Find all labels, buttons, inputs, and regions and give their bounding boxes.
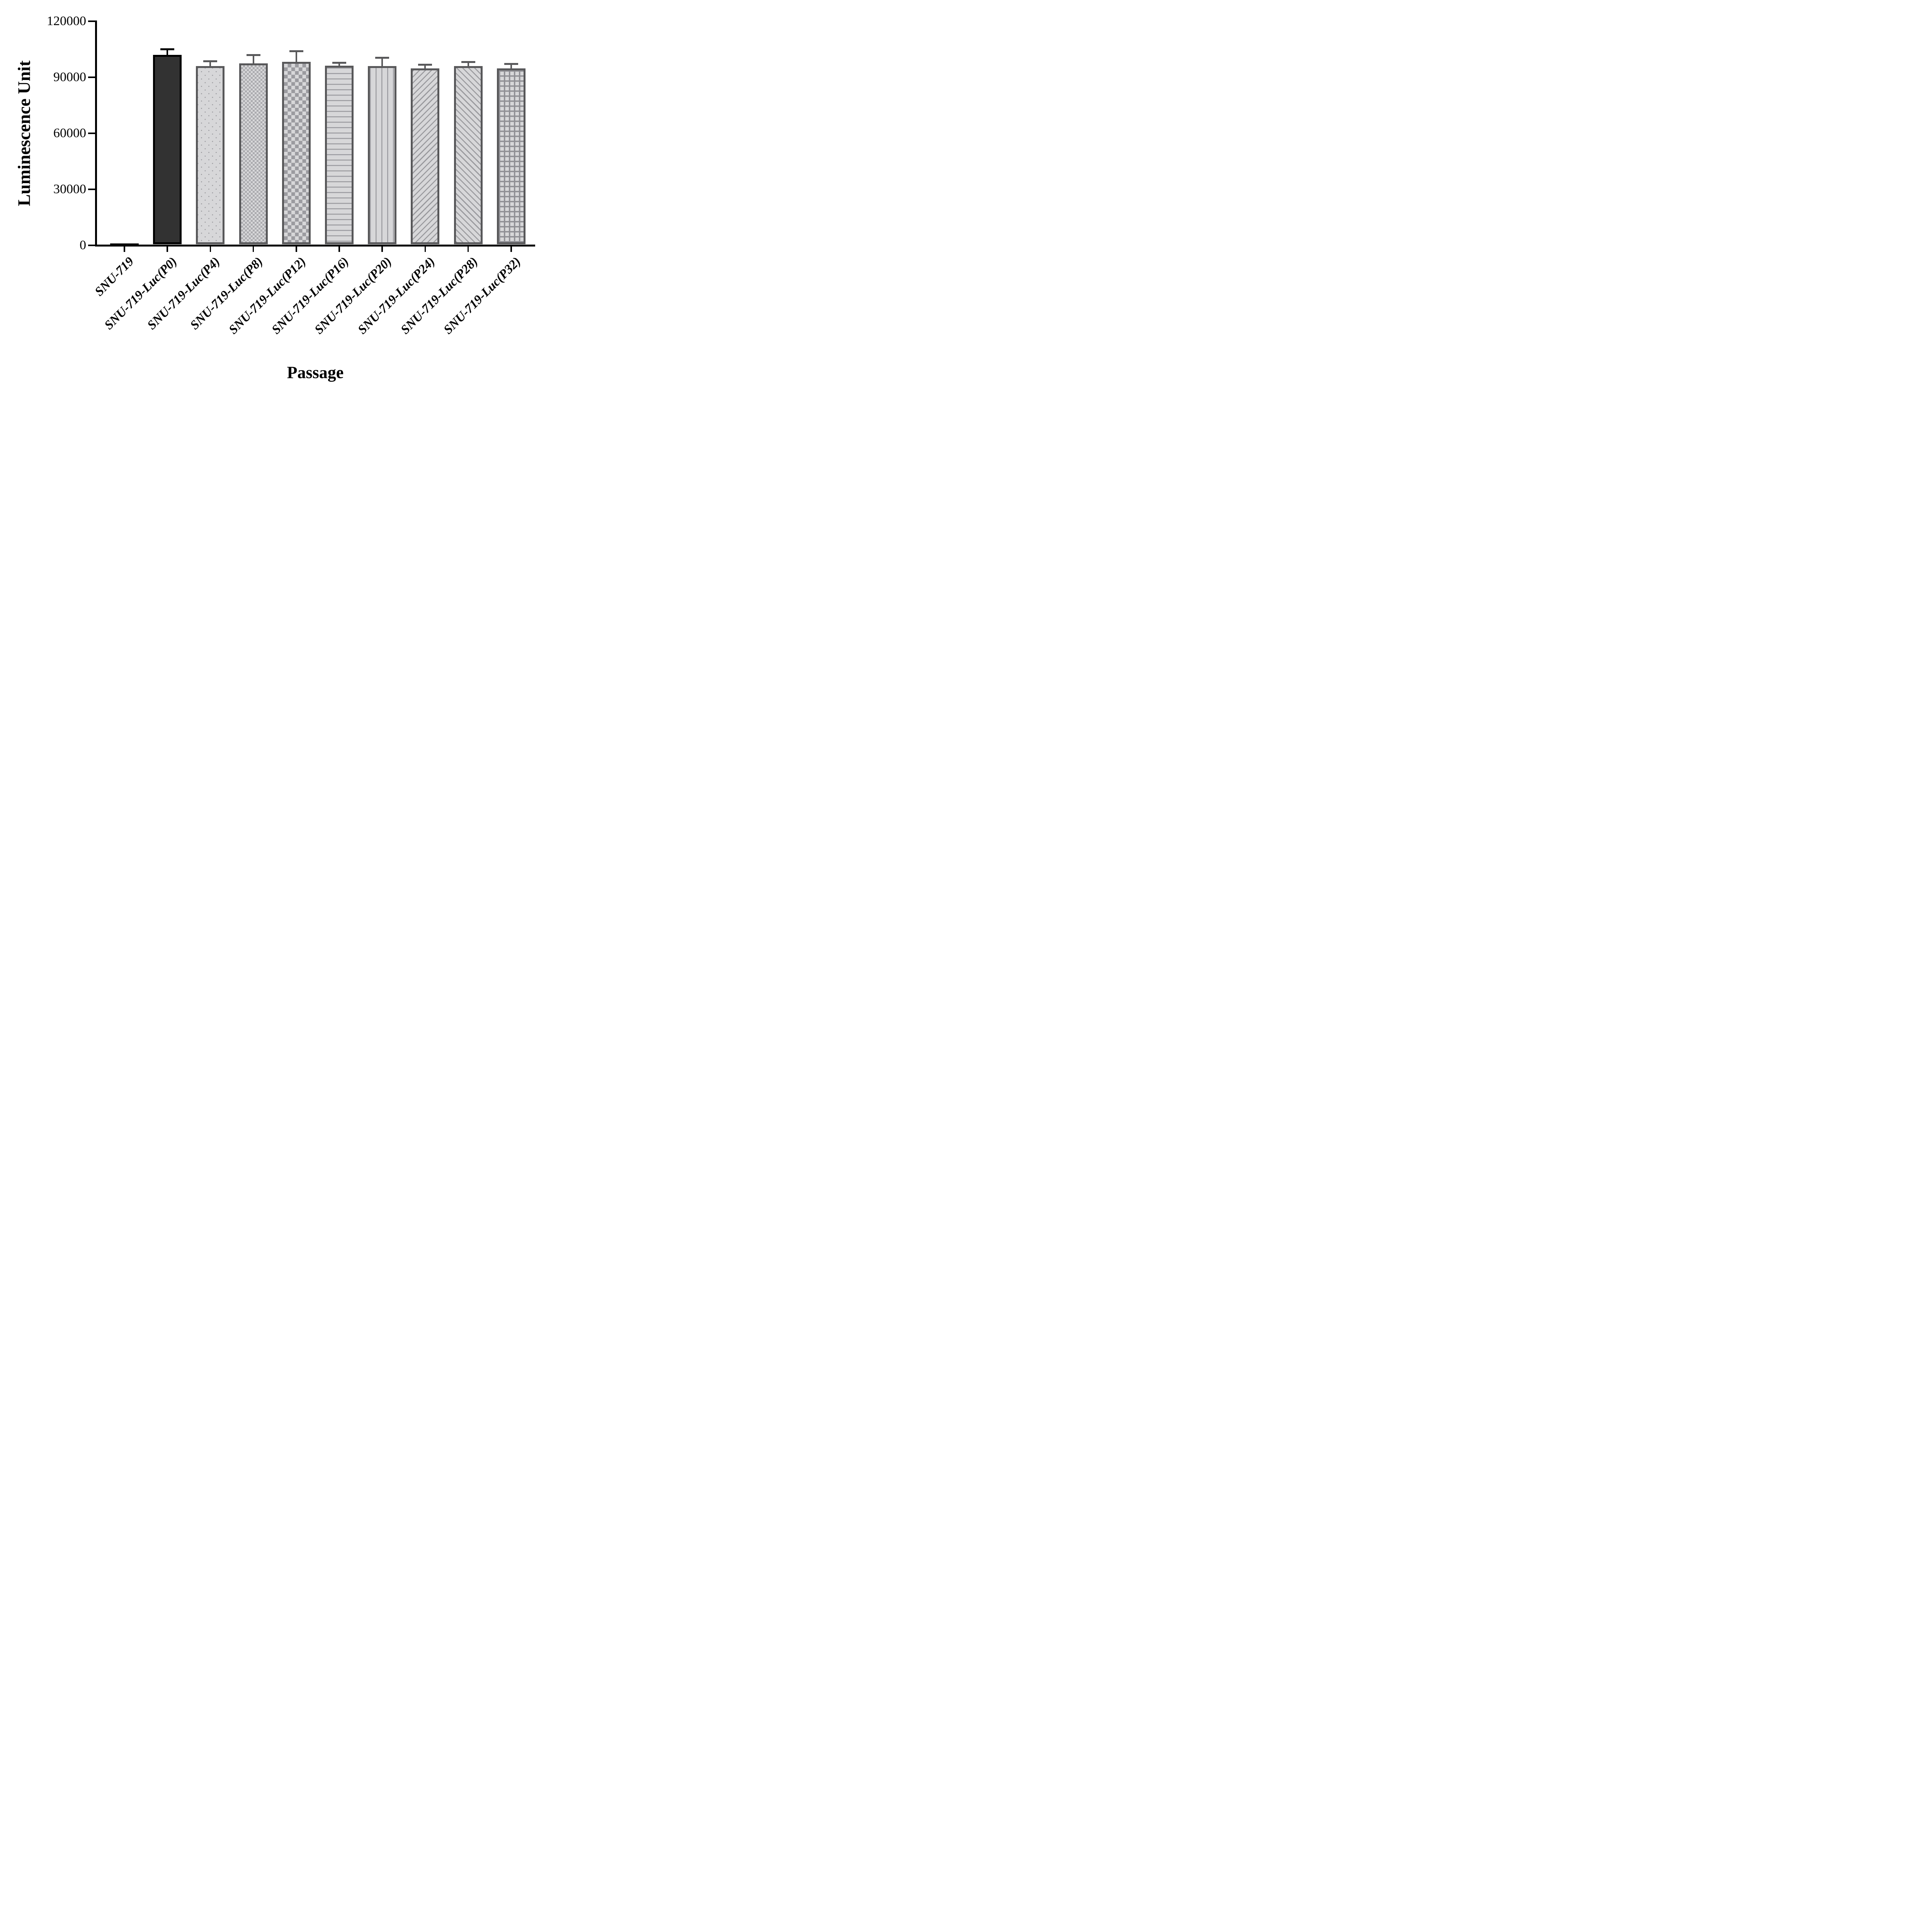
bar-SNU-719 xyxy=(110,243,139,245)
y-tick xyxy=(88,20,95,22)
error-bar-cap xyxy=(461,61,475,63)
x-tick xyxy=(338,246,340,252)
x-tick xyxy=(467,246,469,252)
error-bar-cap xyxy=(418,63,432,66)
bar-SNU-719-Luc(P12) xyxy=(282,61,311,245)
error-bar-cap xyxy=(504,63,518,65)
error-bar-stem xyxy=(252,55,254,65)
x-tick-label: SNU-719-Luc(P20) xyxy=(312,254,395,337)
error-bar-stem xyxy=(381,58,383,67)
error-bar-cap xyxy=(246,54,260,56)
error-bar-cap xyxy=(375,56,389,59)
bar-SNU-719-Luc(P20) xyxy=(368,66,397,245)
error-bar-stem xyxy=(338,63,340,67)
error-bar-stem xyxy=(167,49,168,56)
x-tick-label: SNU-719-Luc(P28) xyxy=(398,254,481,337)
x-tick xyxy=(296,246,297,252)
x-axis-title: Passage xyxy=(287,363,344,382)
bar-SNU-719-Luc(P24) xyxy=(411,68,440,245)
bar-SNU-719-Luc(P32) xyxy=(497,68,526,245)
x-tick xyxy=(209,246,211,252)
x-tick-label: SNU-719-Luc(P16) xyxy=(269,254,352,337)
y-tick xyxy=(88,245,95,246)
error-bar-cap xyxy=(332,62,346,64)
y-tick-label: 0 xyxy=(80,238,86,252)
x-tick-label: SNU-719-Luc(P32) xyxy=(441,254,524,337)
bar-chart-figure: Luminescence Unit Passage 0 30000 60000 900… xyxy=(0,0,564,394)
error-bar-cap xyxy=(160,48,175,51)
x-tick xyxy=(252,246,254,252)
y-tick xyxy=(88,133,95,134)
error-bar-stem xyxy=(510,64,512,69)
y-tick-label: 120000 xyxy=(47,14,86,28)
error-bar-stem xyxy=(424,65,426,69)
error-bar-stem xyxy=(467,62,469,67)
bar-SNU-719-Luc(P0) xyxy=(153,55,182,245)
error-bar-cap xyxy=(289,50,303,52)
error-bar-stem xyxy=(209,61,211,67)
x-tick-label: SNU-719-Luc(P12) xyxy=(226,254,309,337)
y-axis-line xyxy=(95,20,97,247)
x-tick xyxy=(167,246,168,252)
x-tick xyxy=(424,246,426,252)
x-tick-label: SNU-719-Luc(P24) xyxy=(355,254,438,337)
y-tick xyxy=(88,189,95,190)
x-tick xyxy=(124,246,125,252)
x-tick-label: SNU-719-Luc(P8) xyxy=(187,254,266,333)
y-tick-label: 30000 xyxy=(53,182,86,196)
x-tick xyxy=(381,246,383,252)
x-tick-label: SNU-719 xyxy=(92,254,137,299)
bar-SNU-719-Luc(P28) xyxy=(454,66,483,245)
y-tick-label: 60000 xyxy=(53,126,86,140)
x-tick xyxy=(510,246,512,252)
bar-SNU-719-Luc(P16) xyxy=(325,66,354,245)
y-tick-label: 90000 xyxy=(53,70,86,84)
error-bar-stem xyxy=(295,51,297,63)
bar-SNU-719-Luc(P8) xyxy=(239,63,268,245)
error-bar-cap xyxy=(203,60,218,62)
y-tick xyxy=(88,77,95,78)
bar-SNU-719-Luc(P4) xyxy=(196,66,225,245)
x-tick-label: SNU-719-Luc(P4) xyxy=(145,254,223,333)
x-axis-line xyxy=(95,244,535,247)
